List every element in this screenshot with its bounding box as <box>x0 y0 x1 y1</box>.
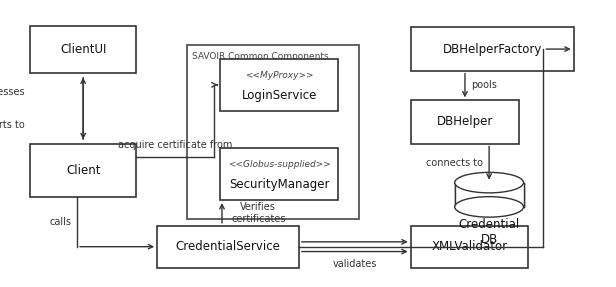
Text: pools: pools <box>471 80 497 90</box>
Polygon shape <box>455 183 524 207</box>
Text: DBHelperFactory: DBHelperFactory <box>442 42 542 56</box>
Text: LoginService: LoginService <box>241 89 317 102</box>
Text: Credential
DB: Credential DB <box>458 218 520 246</box>
Text: DBHelper: DBHelper <box>437 115 493 128</box>
Text: CredentialService: CredentialService <box>176 240 280 253</box>
Text: SAVOIR Common Components: SAVOIR Common Components <box>192 52 329 61</box>
Text: validates: validates <box>333 259 377 269</box>
Bar <box>30 26 136 73</box>
Text: ClientUI: ClientUI <box>60 43 107 56</box>
Text: <<Globus-supplied>>: <<Globus-supplied>> <box>228 160 331 169</box>
Text: connects to: connects to <box>426 158 483 168</box>
Bar <box>221 148 338 200</box>
Text: Client: Client <box>66 164 100 177</box>
Bar <box>411 100 519 144</box>
Ellipse shape <box>455 172 524 193</box>
Bar <box>411 28 573 71</box>
Bar <box>221 59 338 111</box>
Text: posesses: posesses <box>0 87 24 97</box>
Bar <box>157 226 299 267</box>
Text: Verifies
certificates: Verifies certificates <box>231 202 286 224</box>
Bar <box>187 45 359 219</box>
Text: reports to: reports to <box>0 120 24 130</box>
Bar <box>30 144 136 197</box>
Text: SecurityManager: SecurityManager <box>229 178 330 191</box>
Text: <<MyProxy>>: <<MyProxy>> <box>245 71 314 80</box>
Text: calls: calls <box>49 217 71 227</box>
Text: XMLValidator: XMLValidator <box>431 240 508 253</box>
Text: acquire certificate from: acquire certificate from <box>118 140 232 150</box>
Ellipse shape <box>455 197 524 217</box>
Bar <box>411 226 529 267</box>
